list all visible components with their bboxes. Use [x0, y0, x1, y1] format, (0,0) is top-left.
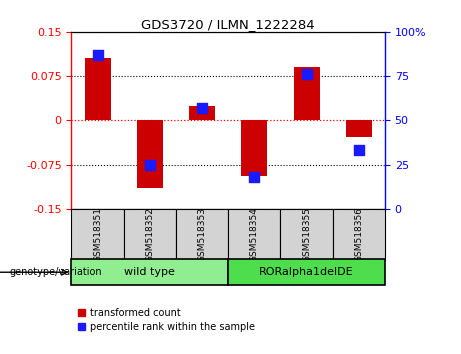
- Bar: [176, 209, 228, 260]
- Point: [303, 72, 310, 77]
- Bar: [124, 209, 176, 260]
- Point: [94, 52, 101, 58]
- Text: GSM518352: GSM518352: [145, 207, 154, 262]
- Bar: [241, 120, 267, 176]
- Text: GSM518353: GSM518353: [198, 207, 207, 262]
- Text: GSM518351: GSM518351: [93, 207, 102, 262]
- Bar: [71, 209, 124, 260]
- Point: [251, 174, 258, 180]
- Text: GSM518354: GSM518354: [250, 207, 259, 262]
- Text: RORalpha1delDE: RORalpha1delDE: [259, 267, 354, 277]
- Bar: [294, 67, 319, 120]
- Bar: [84, 58, 111, 120]
- Point: [198, 105, 206, 111]
- Text: wild type: wild type: [124, 267, 175, 277]
- Text: GSM518356: GSM518356: [355, 207, 363, 262]
- Bar: [228, 259, 385, 285]
- Bar: [71, 259, 228, 285]
- Bar: [280, 209, 333, 260]
- Title: GDS3720 / ILMN_1222284: GDS3720 / ILMN_1222284: [142, 18, 315, 31]
- Point: [355, 148, 362, 153]
- Bar: [346, 120, 372, 137]
- Text: GSM518355: GSM518355: [302, 207, 311, 262]
- Bar: [137, 120, 163, 188]
- Bar: [228, 209, 280, 260]
- Bar: [333, 209, 385, 260]
- Bar: [189, 105, 215, 120]
- Point: [146, 162, 154, 167]
- Text: genotype/variation: genotype/variation: [9, 267, 102, 277]
- Legend: transformed count, percentile rank within the sample: transformed count, percentile rank withi…: [77, 306, 257, 333]
